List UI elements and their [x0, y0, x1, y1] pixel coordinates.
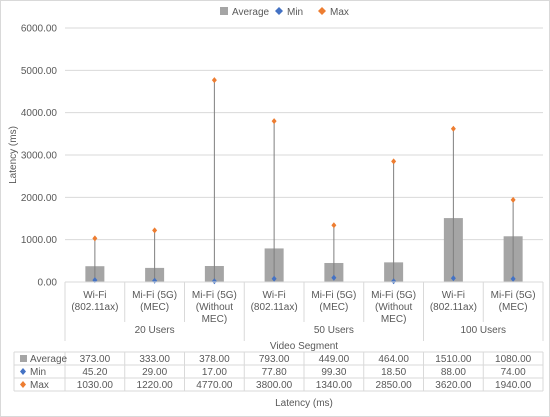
max-point-5	[391, 158, 397, 165]
table-key-1	[20, 368, 26, 375]
category-label: Mi-Fi (5G)	[192, 290, 237, 301]
category-label: Wi-Fi	[83, 290, 106, 301]
min-point-5	[391, 278, 397, 285]
table-cell: 1220.00	[137, 380, 174, 391]
group-label-0: 20 Users	[135, 325, 175, 336]
max-point-0	[92, 235, 98, 242]
table-cell: 1340.00	[316, 380, 353, 391]
y-tick-label: 5000.00	[21, 66, 58, 77]
table-cell: 1510.00	[435, 354, 472, 365]
table-cell: 88.00	[441, 367, 466, 378]
min-point-4	[331, 274, 337, 281]
legend-label-2: Max	[330, 7, 349, 18]
table-cell: 4770.00	[196, 380, 233, 391]
category-label: MEC)	[381, 314, 407, 325]
category-label: (802.11ax)	[251, 302, 298, 313]
table-row-label: Average	[30, 354, 68, 365]
y-tick-label: 6000.00	[21, 24, 58, 35]
category-label: Wi-Fi	[442, 290, 465, 301]
table-cell: 1030.00	[77, 380, 114, 391]
table-key-2	[20, 381, 26, 388]
table-cell: 1080.00	[495, 354, 532, 365]
table-key-0	[20, 355, 27, 362]
table-cell: 378.00	[199, 354, 230, 365]
category-label: (802.11ax)	[430, 302, 477, 313]
category-label: (802.11ax)	[71, 302, 118, 313]
max-point-2	[211, 77, 217, 84]
min-point-6	[450, 275, 456, 282]
table-cell: 373.00	[80, 354, 111, 365]
max-point-4	[331, 222, 337, 229]
min-point-7	[510, 275, 516, 282]
table-cell: 3620.00	[435, 380, 472, 391]
table-cell: 2850.00	[376, 380, 413, 391]
table-cell: 793.00	[259, 354, 290, 365]
table-cell: 74.00	[501, 367, 526, 378]
table-cell: 1940.00	[495, 380, 532, 391]
x-axis-title: Latency (ms)	[275, 398, 333, 409]
min-point-2	[211, 278, 217, 285]
y-tick-label: 4000.00	[21, 108, 58, 119]
category-label: (Without	[196, 302, 233, 313]
legend-marker-0	[220, 7, 228, 15]
table-cell: 17.00	[202, 367, 227, 378]
y-tick-label: 0.00	[38, 278, 58, 289]
category-label: MEC)	[202, 314, 228, 325]
segment-label: Video Segment	[270, 341, 338, 352]
table-cell: 29.00	[142, 367, 167, 378]
y-axis-title: Latency (ms)	[8, 126, 19, 184]
y-tick-label: 3000.00	[21, 151, 58, 162]
category-label: (Without	[375, 302, 412, 313]
category-label: (MEC)	[319, 302, 348, 313]
category-label: Mi-Fi (5G)	[132, 290, 177, 301]
y-tick-label: 2000.00	[21, 193, 58, 204]
category-label: Mi-Fi (5G)	[371, 290, 416, 301]
category-label: Mi-Fi (5G)	[311, 290, 356, 301]
category-label: Wi-Fi	[262, 290, 285, 301]
group-label-1: 50 Users	[314, 325, 354, 336]
table-cell: 45.20	[82, 367, 107, 378]
max-point-7	[510, 196, 516, 203]
category-label: (MEC)	[499, 302, 528, 313]
table-cell: 3800.00	[256, 380, 293, 391]
table-cell: 18.50	[381, 367, 406, 378]
legend-marker-2	[318, 7, 326, 15]
table-cell: 77.80	[262, 367, 287, 378]
legend-label-1: Min	[287, 7, 303, 18]
group-label-2: 100 Users	[460, 325, 506, 336]
max-point-3	[271, 118, 277, 125]
max-point-6	[450, 125, 456, 132]
table-row-label: Max	[30, 380, 49, 391]
y-tick-label: 1000.00	[21, 235, 58, 246]
legend-label-0: Average	[232, 7, 270, 18]
category-label: (MEC)	[140, 302, 169, 313]
legend-marker-1	[275, 7, 283, 15]
table-cell: 449.00	[319, 354, 350, 365]
min-point-3	[271, 275, 277, 282]
table-cell: 99.30	[321, 367, 346, 378]
max-point-1	[152, 227, 158, 234]
table-cell: 333.00	[139, 354, 170, 365]
table-cell: 464.00	[378, 354, 409, 365]
table-row-label: Min	[30, 367, 46, 378]
category-label: Mi-Fi (5G)	[491, 290, 536, 301]
